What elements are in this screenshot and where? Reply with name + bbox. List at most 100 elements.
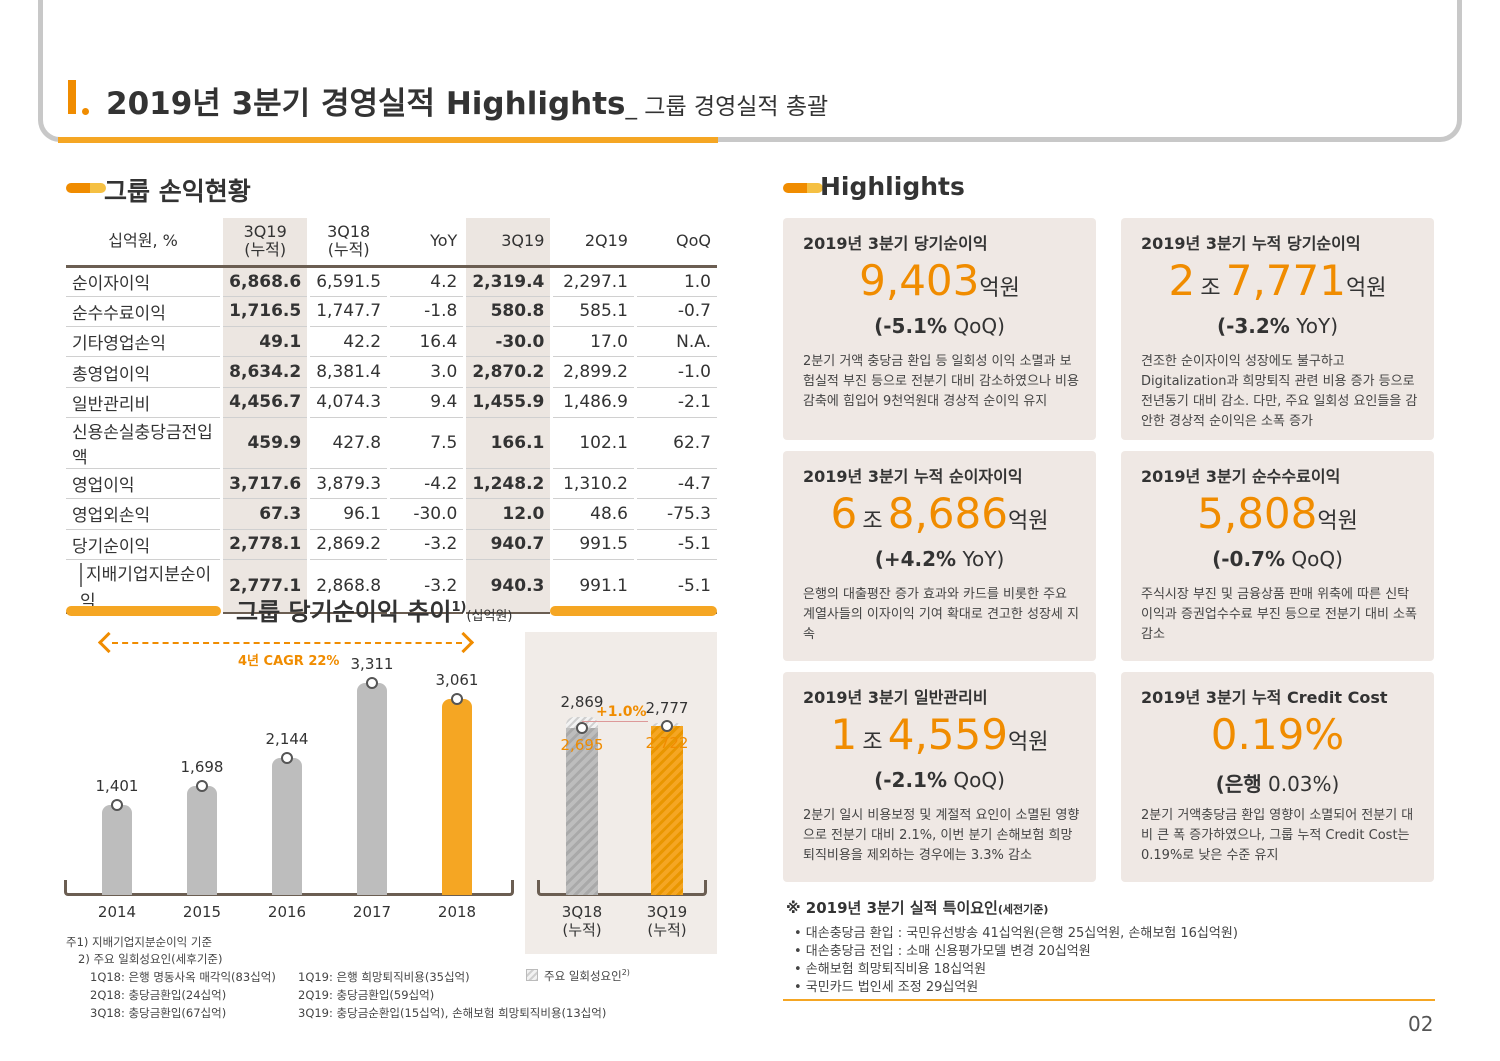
highlight-card-title: 2019년 3분기 당기순이익 xyxy=(803,234,988,253)
header-frame xyxy=(38,0,1462,142)
highlight-card-description: 견조한 순이자이익 성장에도 불구하고 Digitalization과 희망퇴직… xyxy=(1141,354,1418,429)
pl-cell: -30.0 xyxy=(463,326,552,358)
pl-cell: 1,310.2 xyxy=(550,468,636,500)
pl-cell: 7.5 xyxy=(387,417,465,469)
highlight-card-title: 2019년 3분기 누적 순이자이익 xyxy=(803,467,1023,486)
highlight-card-description: 주식시장 부진 및 금융상품 판매 위축에 따른 신탁이익과 증권업수수료 부진… xyxy=(1141,587,1417,642)
pl-cell: 459.9 xyxy=(220,417,309,469)
pl-row-label: 지배기업지분순이익 xyxy=(66,559,222,614)
arrow-right-icon xyxy=(452,631,475,654)
arrow-left-icon xyxy=(97,631,120,654)
footnote-3q18: 3Q18: 충당금환입(67십억) xyxy=(90,1006,227,1020)
pl-col-header: 십억원, % xyxy=(66,218,222,268)
pl-cell: -5.1 xyxy=(633,559,717,614)
pl-cell: -5.1 xyxy=(633,529,717,560)
ytd-total-label: 2,777 xyxy=(645,698,689,717)
annual-x-label: 2015 xyxy=(182,903,222,921)
highlights-title: Highlights xyxy=(820,172,965,201)
highlight-card-change: (-3.2% YoY) xyxy=(1216,314,1339,338)
pl-cell: 1,248.2 xyxy=(463,468,552,500)
highlight-card-change: (-5.1% QoQ) xyxy=(874,314,1005,338)
pl-cell: 67.3 xyxy=(220,498,309,530)
pl-row-label: 영업이익 xyxy=(66,468,222,500)
data-point-marker xyxy=(196,780,208,793)
page-title: 2019년 3분기 경영실적 Highlights_ 그룹 경영실적 총괄 xyxy=(106,78,828,123)
footnote-1q18: 1Q18: 은행 명동사옥 매각익(83십억) xyxy=(90,970,276,984)
pl-cell: 940.7 xyxy=(463,529,552,560)
special-factor-item: • 손해보험 희망퇴직비용 18십억원 xyxy=(794,962,987,977)
highlight-card-description: 2분기 거액 충당금 환입 등 일회성 이익 소멸과 보험실적 부진 등으로 전… xyxy=(803,354,1079,409)
section-pill-icon xyxy=(783,183,823,193)
annual-value-label: 3,061 xyxy=(435,671,479,689)
pl-cell: -1.0 xyxy=(633,356,717,388)
pl-cell: -3.2 xyxy=(387,559,465,614)
pl-row-label: 총영업이익 xyxy=(66,356,222,388)
data-point-marker xyxy=(576,721,588,734)
highlight-card-description: 2분기 거액충당금 환입 영향이 소멸되어 전분기 대비 큰 폭 증가하였으나,… xyxy=(1141,808,1414,863)
ytd-recurring-bar xyxy=(651,726,683,895)
special-factors-underline xyxy=(783,999,1435,1001)
highlight-card-description: 은행의 대출평잔 증가 효과와 카드를 비롯한 주요 계열사들의 이자이익 기여… xyxy=(803,587,1079,642)
pl-cell: 585.1 xyxy=(550,296,636,328)
pl-row-label: 순수수료이익 xyxy=(66,296,222,328)
pl-table-row: 순수수료이익 1,716.5 1,747.7 -1.8 580.8 585.1 -0.7 xyxy=(66,296,717,328)
special-factor-item: • 국민카드 법인세 조정 29십억원 xyxy=(794,980,979,995)
pl-cell: 96.1 xyxy=(307,498,389,530)
pl-cell: 1,747.7 xyxy=(307,296,389,328)
pl-cell: 2,777.1 xyxy=(220,559,309,614)
ytd-x-label: 3Q19 (누적) xyxy=(646,903,688,939)
header-accent-line xyxy=(58,137,718,143)
chart-title-left-line xyxy=(66,606,221,616)
pl-cell: 4,456.7 xyxy=(220,387,309,418)
pl-cell: 12.0 xyxy=(463,498,552,530)
pl-col-header: YoY xyxy=(387,218,465,268)
ytd-x-label: 3Q18 (누적) xyxy=(561,903,603,939)
pl-cell: -1.8 xyxy=(387,296,465,328)
pl-cell: 4,074.3 xyxy=(307,387,389,418)
section-roman-numeral-dot xyxy=(82,108,89,115)
pl-section-title: 그룹 손익현황 xyxy=(104,177,251,206)
annual-bar xyxy=(187,786,217,895)
pl-row-label: 순이자이익 xyxy=(66,266,222,297)
chart-title-sup: 1) xyxy=(451,600,467,615)
pl-cell: 3,717.6 xyxy=(220,468,309,500)
pl-row-label: 영업외손익 xyxy=(66,498,222,530)
pl-cell: 3,879.3 xyxy=(307,468,389,500)
pl-table-row: 영업이익 3,717.6 3,879.3 -4.2 1,248.2 1,310.2 -4.7 xyxy=(66,468,717,500)
pl-table-row: 당기순이익 2,778.1 2,869.2 -3.2 940.7 991.5 -5.1 xyxy=(66,529,717,560)
annual-bar xyxy=(442,699,472,895)
pl-cell: 2,870.2 xyxy=(463,356,552,388)
section-roman-numeral-bar xyxy=(68,80,76,114)
footnote-1: 주1) 지배기업지분순이익 기준 xyxy=(66,935,213,949)
highlight-card-change: (+4.2% YoY) xyxy=(874,547,1005,571)
pl-cell: 49.1 xyxy=(220,326,309,358)
pl-cell: 102.1 xyxy=(550,417,636,469)
footnote-3q19: 3Q19: 충당금순환입(15십억), 손해보험 희망퇴직비용(13십억) xyxy=(298,1006,607,1020)
highlight-card-value: 5,808억원 xyxy=(1197,489,1358,538)
data-point-marker xyxy=(451,693,463,705)
highlight-card-title: 2019년 3분기 누적 당기순이익 xyxy=(1141,234,1361,253)
pl-cell: 2,899.2 xyxy=(550,356,636,388)
ytd-recurring-bar xyxy=(566,727,598,895)
ytd-chart-axis xyxy=(537,880,707,896)
pl-col-header: 2Q19 xyxy=(550,218,636,268)
pl-cell: 1.0 xyxy=(633,266,717,297)
pl-cell: 42.2 xyxy=(307,326,389,358)
pl-col-header: 3Q19 xyxy=(463,218,552,268)
footnote-2q18: 2Q18: 충당금환입(24십억) xyxy=(90,988,227,1002)
highlight-card-change: (은행 0.03%) xyxy=(1215,772,1340,796)
legend-label: 주요 일회성요인2) xyxy=(544,968,630,983)
highlight-card-change: (-2.1% QoQ) xyxy=(874,768,1005,792)
pl-cell: 17.0 xyxy=(550,326,636,358)
data-point-marker xyxy=(281,751,293,764)
pl-table-row: 지배기업지분순이익 2,777.1 2,868.8 -3.2 940.3 991.1 -5.… xyxy=(66,559,717,614)
pl-cell: 6,868.6 xyxy=(220,266,309,297)
pl-table-row: 총영업이익 8,634.2 8,381.4 3.0 2,870.2 2,899.2 -1.0 xyxy=(66,356,717,388)
annual-value-label: 2,144 xyxy=(265,729,309,748)
annual-x-label: 2018 xyxy=(437,903,477,921)
chart-title-right-line xyxy=(550,606,717,616)
page-subtitle: _ 그룹 경영실적 총괄 xyxy=(625,94,829,120)
chart-unit: (십억원) xyxy=(466,609,513,624)
indent-marker xyxy=(80,562,82,587)
pl-table-row: 신용손실충당금전입액 459.9 427.8 7.5 166.1 102.1 62.7 xyxy=(66,417,717,469)
